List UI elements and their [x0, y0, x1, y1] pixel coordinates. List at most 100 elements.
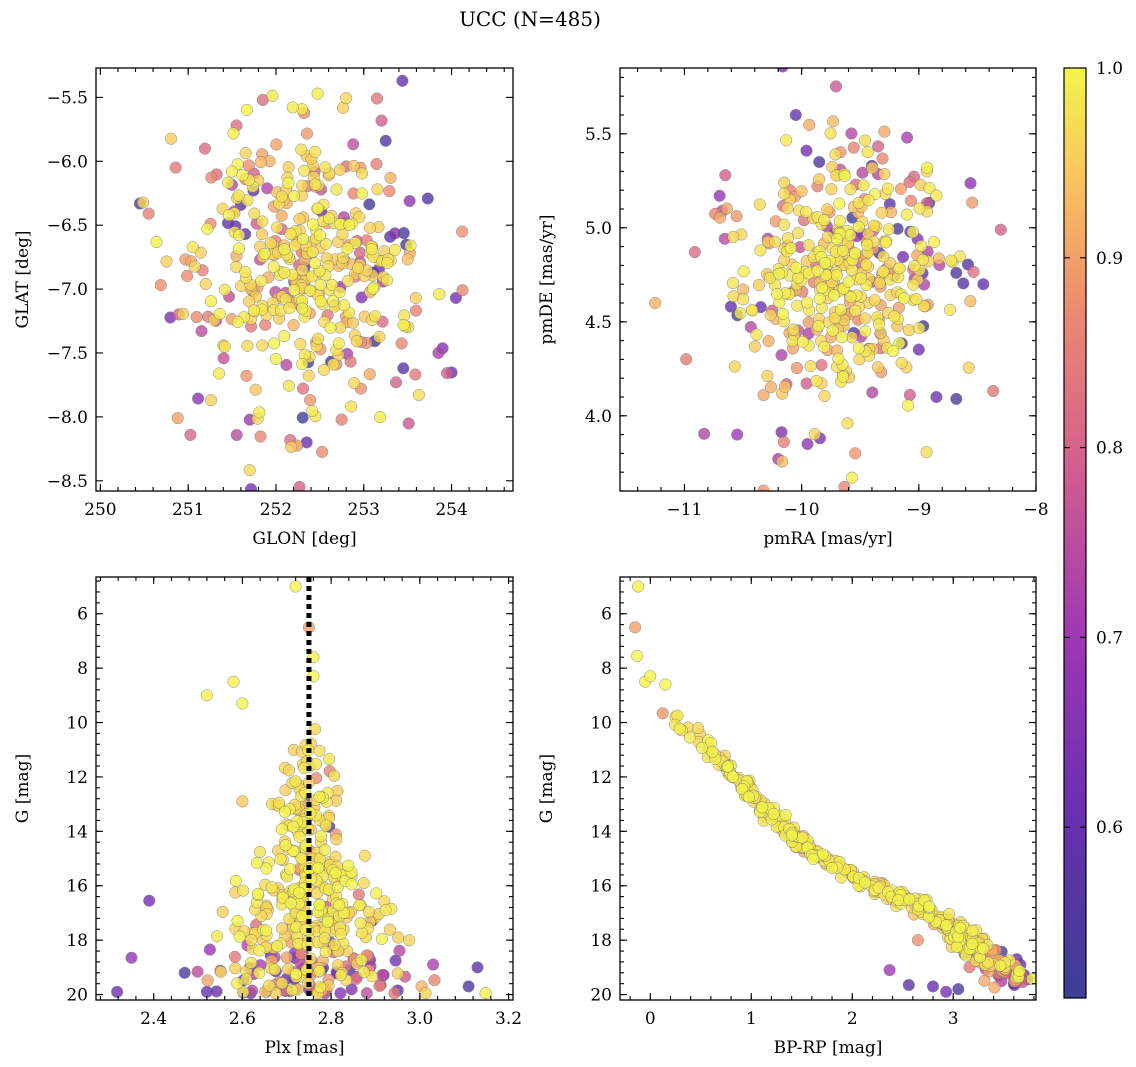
parallax-point — [388, 987, 401, 1000]
position-point — [248, 207, 261, 220]
position-point — [287, 319, 300, 332]
axes-frame — [95, 576, 514, 1001]
proper-motion-point — [835, 331, 848, 344]
position-point — [289, 239, 302, 252]
position-point — [253, 406, 266, 419]
proper-motion-point — [734, 307, 747, 320]
parallax-point — [245, 956, 258, 969]
parallax-point — [313, 790, 326, 803]
parallax-point — [191, 965, 204, 978]
position-point — [297, 382, 310, 395]
parallax-point — [313, 965, 326, 978]
proper-motion-point — [728, 360, 741, 373]
parallax-point — [373, 979, 386, 992]
position-point — [324, 321, 337, 334]
x-tick-label: 2.8 — [318, 1009, 345, 1029]
cmd-point — [826, 861, 839, 875]
cmd-point — [659, 678, 672, 691]
position-point — [218, 340, 231, 353]
proper-motion-point — [813, 173, 826, 186]
position-point — [338, 299, 351, 312]
parallax-point — [263, 979, 276, 992]
position-point — [316, 445, 329, 458]
proper-motion-point — [771, 287, 784, 301]
cmd-point — [721, 760, 735, 773]
cmd-point — [954, 921, 967, 934]
parallax-point — [268, 963, 281, 976]
parallax-point — [229, 874, 242, 887]
position-point — [441, 367, 454, 380]
position-point — [348, 377, 361, 390]
proper-motion-point — [737, 293, 750, 306]
proper-motion-point — [784, 242, 797, 255]
proper-motion-point — [857, 179, 870, 192]
x-tick-label: 251 — [172, 500, 204, 520]
parallax-point — [427, 958, 440, 971]
cmd-point — [629, 621, 642, 634]
x-tick-label: −8 — [1023, 500, 1048, 520]
proper-motion-point — [778, 176, 791, 189]
cmd-point — [859, 876, 872, 889]
x-tick-label: 252 — [260, 500, 292, 520]
position-point — [285, 440, 298, 453]
proper-motion-point — [915, 240, 928, 253]
parallax-point — [357, 965, 370, 979]
x-tick-label: 3 — [948, 1009, 959, 1029]
parallax-point — [231, 914, 244, 928]
position-point — [255, 228, 268, 241]
cmd-point — [966, 924, 979, 937]
position-point — [403, 194, 416, 208]
proper-motion-point — [786, 334, 799, 348]
parallax-point — [236, 697, 249, 710]
proper-motion-point — [821, 203, 834, 216]
proper-motion-point — [901, 131, 914, 144]
position-point — [213, 307, 226, 320]
position-point — [150, 235, 163, 249]
positions-scatter-panel: 250 251 252 253 254 −5.5 −6.0 −6.5 −7.0 −7.5 −8.0 −… — [13, 67, 514, 549]
proper-motion-point — [810, 374, 823, 388]
position-point — [306, 404, 319, 418]
cmd-point — [631, 649, 644, 662]
x-axis-label: Plx [mas] — [264, 1038, 344, 1058]
position-point — [330, 183, 343, 196]
proper-motion-point — [845, 127, 858, 140]
position-point — [363, 198, 376, 211]
position-point — [212, 367, 226, 380]
x-tick-label: 254 — [435, 500, 467, 520]
proper-motion-point — [871, 361, 884, 374]
cmd-point — [902, 978, 915, 992]
parallax-point — [334, 927, 347, 940]
proper-motion-point — [967, 265, 980, 278]
position-point — [278, 243, 291, 256]
x-tick-label: −10 — [784, 500, 820, 520]
proper-motion-point — [887, 344, 900, 358]
proper-motion-point — [930, 189, 943, 202]
proper-motion-point — [808, 428, 821, 441]
proper-motion-point — [896, 250, 910, 263]
figure-title: UCC (N=485) — [459, 7, 601, 31]
colorbar-gradient — [1063, 67, 1087, 999]
position-point — [380, 274, 394, 287]
proper-motion-point — [927, 235, 941, 249]
position-point — [389, 376, 403, 389]
cmd-point — [966, 937, 979, 950]
parallax-point — [334, 987, 347, 1000]
position-point — [365, 243, 378, 256]
cmd-point — [978, 974, 991, 987]
proper-motion-point — [873, 277, 886, 290]
parallax-point — [345, 983, 358, 996]
parallax-point — [253, 845, 266, 858]
proper-motion-point — [753, 198, 766, 211]
position-point — [343, 218, 356, 231]
position-point — [136, 196, 150, 209]
position-point — [282, 176, 295, 190]
proper-motion-point — [893, 262, 906, 275]
y-axis-label: pmDE [mas/yr] — [537, 214, 557, 344]
position-point — [302, 369, 315, 382]
parallax-point — [214, 965, 227, 978]
proper-motion-point — [719, 169, 732, 182]
position-point — [449, 291, 462, 305]
proper-motion-point — [698, 427, 711, 440]
parallax-point — [289, 580, 302, 593]
parallax-point — [309, 723, 322, 736]
